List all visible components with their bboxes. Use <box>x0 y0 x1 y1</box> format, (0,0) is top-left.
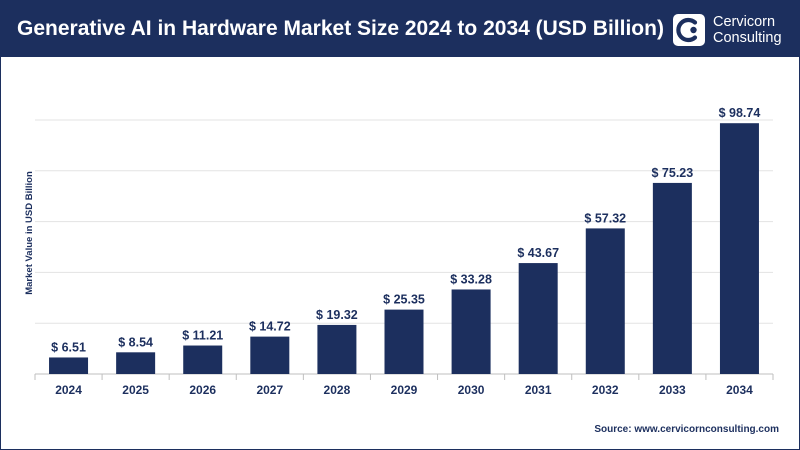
bar <box>451 289 491 374</box>
bar <box>250 336 290 374</box>
x-tick-label: 2030 <box>458 383 485 397</box>
data-label: $ 14.72 <box>249 320 291 334</box>
bar <box>652 182 692 374</box>
data-label: $ 57.32 <box>584 211 626 225</box>
data-label: $ 75.23 <box>652 166 694 180</box>
data-label: $ 19.32 <box>316 308 358 322</box>
x-tick-label: 2033 <box>659 383 686 397</box>
bar <box>384 309 424 374</box>
data-label: $ 33.28 <box>450 272 492 286</box>
logo-text: Cervicorn Consulting <box>713 14 782 46</box>
x-tick-label: 2026 <box>189 383 216 397</box>
data-label: $ 25.35 <box>383 293 425 307</box>
data-label: $ 98.74 <box>719 106 761 120</box>
x-tick-label: 2034 <box>726 383 753 397</box>
bar <box>49 357 89 374</box>
company-logo: Cervicorn Consulting <box>673 13 797 47</box>
x-tick-label: 2027 <box>256 383 283 397</box>
data-label: $ 8.54 <box>118 335 153 349</box>
x-tick-label: 2032 <box>592 383 619 397</box>
data-label: $ 43.67 <box>517 246 559 260</box>
x-tick-label: 2031 <box>525 383 552 397</box>
logo-mark-icon <box>673 14 705 46</box>
logo-line-2: Consulting <box>713 30 782 46</box>
bar <box>585 228 625 374</box>
logo-line-1: Cervicorn <box>713 14 776 30</box>
chart-title: Generative AI in Hardware Market Size 20… <box>17 17 664 40</box>
data-label: $ 11.21 <box>182 329 223 343</box>
x-tick-label: 2028 <box>324 383 351 397</box>
x-tick-label: 2029 <box>391 383 418 397</box>
x-tick-label: 2024 <box>55 383 82 397</box>
bar <box>719 123 759 374</box>
source-note: Source: www.cervicornconsulting.com <box>594 424 779 435</box>
bar <box>116 352 156 374</box>
bar <box>317 324 357 374</box>
chart-header: Generative AI in Hardware Market Size 20… <box>1 1 799 57</box>
data-label: $ 6.51 <box>51 340 86 354</box>
x-tick-label: 2025 <box>122 383 149 397</box>
bar <box>518 263 558 374</box>
bar <box>183 345 223 374</box>
